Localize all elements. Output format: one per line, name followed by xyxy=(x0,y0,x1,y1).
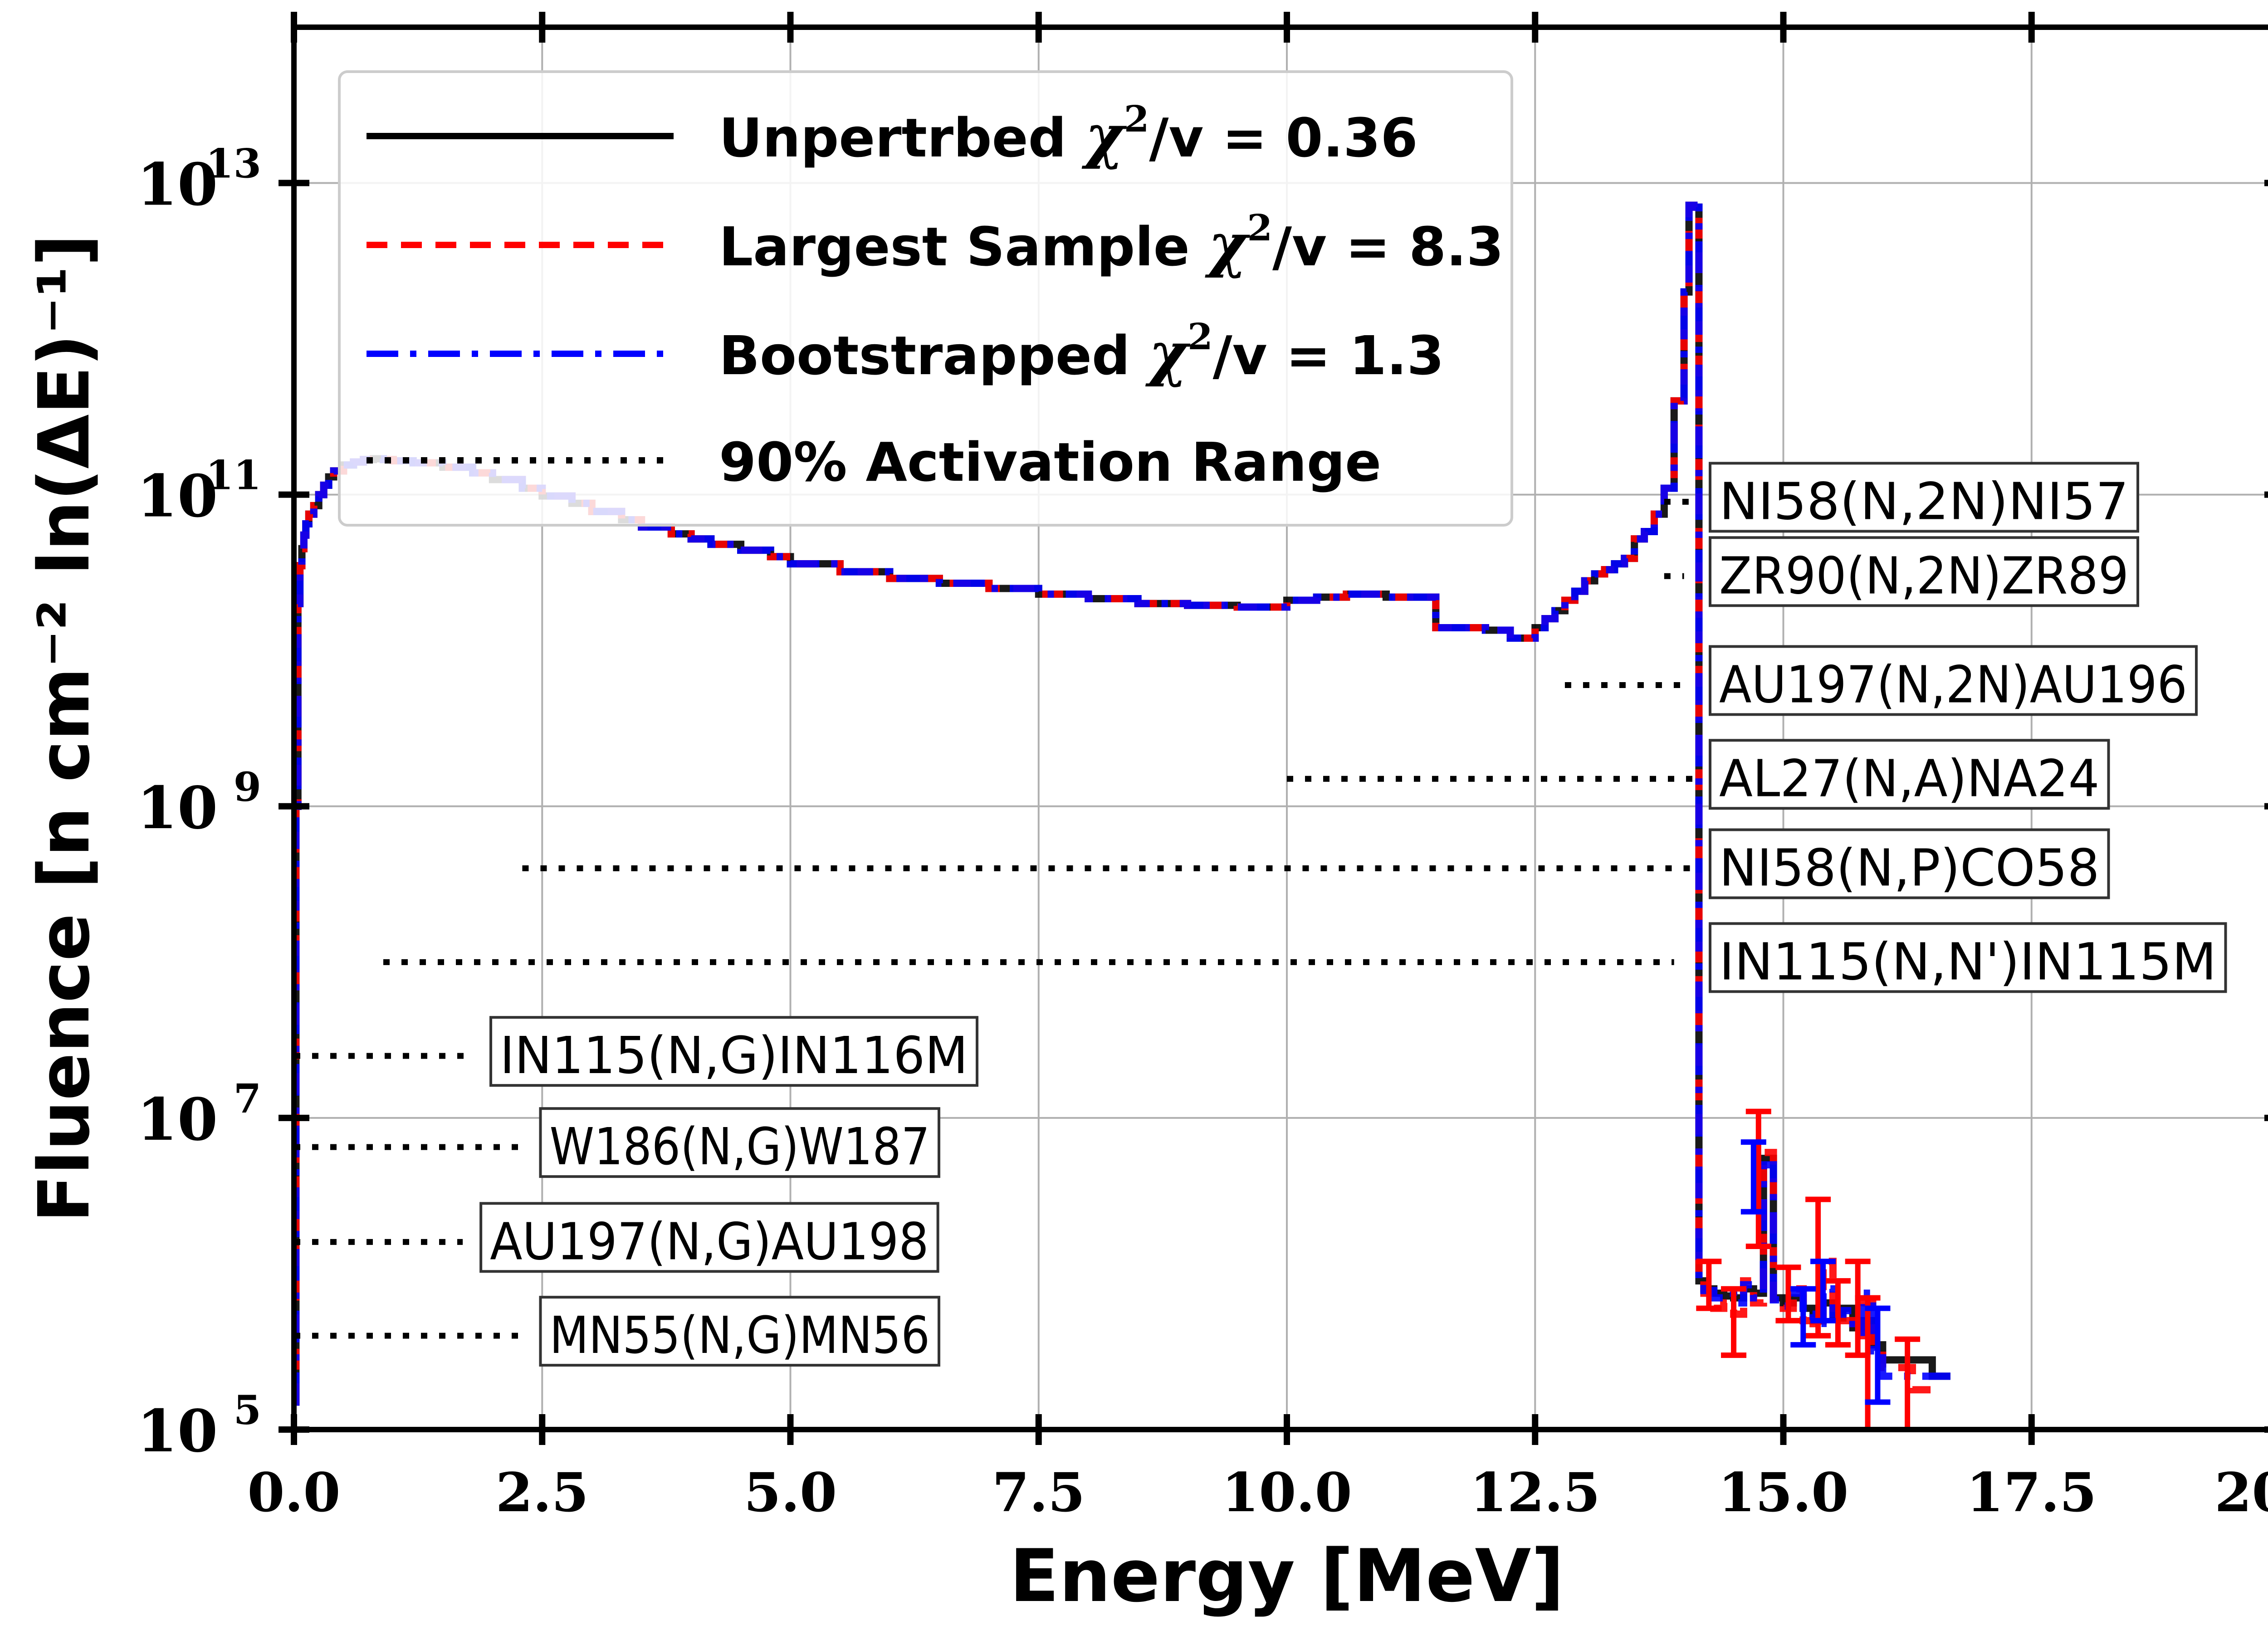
error-bar xyxy=(1696,1259,1722,1311)
label-box-frame xyxy=(479,1202,939,1273)
label-box-frame xyxy=(1709,828,2110,899)
activation-label: AU197(N,G)AU198 xyxy=(490,1212,929,1271)
legend: Unpertrbed χ2/v = 0.36 Largest Sample χ2/… xyxy=(338,70,1513,527)
activation-label: AU197(N,2N)AU196 xyxy=(1719,655,2187,714)
legend-label: 90% Activation Range xyxy=(719,431,1381,493)
label-box-frame xyxy=(1709,462,2139,533)
error-bar xyxy=(1865,1305,1891,1405)
label-box-frame xyxy=(1709,645,2198,716)
y-tick-exponent: 9 xyxy=(234,763,261,810)
legend-box xyxy=(338,70,1513,527)
y-tick-label: 10 xyxy=(137,1397,218,1465)
error-bar xyxy=(1740,1139,1766,1215)
error-bar xyxy=(1790,1286,1816,1348)
y-tick-label: 10 xyxy=(137,151,218,219)
error-bar xyxy=(1745,1108,1771,1249)
activation-label: ZR90(N,2N)ZR89 xyxy=(1719,547,2129,605)
activation-label-box: W186(N,G)W187 xyxy=(539,1107,940,1178)
x-tick-label: 5.0 xyxy=(744,1461,837,1524)
y-tick-label: 10 xyxy=(137,463,218,531)
x-tick-label: 0.0 xyxy=(247,1461,340,1524)
activation-label-box: NI58(N,2N)NI57 xyxy=(1709,462,2139,533)
y-tick-exponent: 7 xyxy=(234,1075,261,1122)
activation-ranges: NI58(N,2N)NI57 ZR90(N,2N)ZR89 AU197(N,2N)A… xyxy=(294,462,2227,1367)
x-tick-label: 20.0 xyxy=(2214,1461,2268,1524)
y-tick-exponent: 11 xyxy=(206,452,261,499)
label-box-frame xyxy=(539,1296,940,1367)
activation-label-box: ZR90(N,2N)ZR89 xyxy=(1709,536,2139,607)
error-bar xyxy=(1855,1295,1881,1430)
label-box-frame xyxy=(539,1107,940,1178)
activation-label: W186(N,G)W187 xyxy=(549,1118,930,1176)
activation-label-box: MN55(N,G)MN56 xyxy=(539,1296,940,1367)
y-tick-exponent: 5 xyxy=(234,1386,261,1434)
error-bar xyxy=(1810,1259,1836,1323)
activation-label-box: AL27(N,A)NA24 xyxy=(1709,739,2110,810)
activation-label-box: IN115(N,N')IN115M xyxy=(1709,922,2227,993)
label-box-frame xyxy=(1709,739,2110,810)
label-box-frame xyxy=(1709,536,2139,607)
activation-label-box: NI58(N,P)CO58 xyxy=(1709,828,2110,899)
activation-label: NI58(N,2N)NI57 xyxy=(1719,472,2129,531)
error-bar xyxy=(1775,1264,1801,1323)
y-tick-exponent: 13 xyxy=(206,140,261,187)
activation-label-box: AU197(N,G)AU198 xyxy=(479,1202,939,1273)
label-box-frame xyxy=(489,1016,979,1087)
legend-label: Bootstrapped χ2/v = 1.3 xyxy=(719,315,1444,388)
x-tick-label: 2.5 xyxy=(496,1461,589,1524)
activation-label: IN115(N,N')IN115M xyxy=(1719,932,2217,991)
x-tick-label: 12.5 xyxy=(1470,1461,1600,1524)
x-tick-label: 7.5 xyxy=(992,1461,1085,1524)
plot-frame xyxy=(279,12,2268,1445)
activation-label-box: AU197(N,2N)AU196 xyxy=(1709,645,2198,716)
error-bar xyxy=(1805,1196,1831,1339)
activation-label: MN55(N,G)MN56 xyxy=(549,1306,930,1365)
error-bar xyxy=(1825,1278,1851,1348)
plot-border xyxy=(291,24,2268,1432)
legend-label: Largest Sample χ2/v = 8.3 xyxy=(719,206,1504,279)
x-tick-label: 15.0 xyxy=(1718,1461,1848,1524)
x-tick-label: 17.5 xyxy=(1966,1461,2097,1524)
y-tick-label: 10 xyxy=(137,1086,218,1154)
activation-label: IN115(N,G)IN116M xyxy=(500,1026,968,1085)
y-tick-label: 10 xyxy=(137,774,218,842)
x-axis-label: Energy [MeV] xyxy=(1010,1533,1564,1618)
activation-label: NI58(N,P)CO58 xyxy=(1719,839,2100,898)
activation-label-box: IN115(N,G)IN116M xyxy=(489,1016,979,1087)
y-axis-label: Fluence [n cm⁻² ln(ΔE)⁻¹] xyxy=(23,234,105,1223)
tick-labels: 0.0 2.5 5.0 7.5 10.0 12.5 15.0 17.5 20.0 10 5 10 7 10… xyxy=(137,140,2268,1524)
activation-label: AL27(N,A)NA24 xyxy=(1719,749,2100,808)
label-box-frame xyxy=(1709,922,2227,993)
error-bar xyxy=(1721,1286,1747,1358)
x-tick-label: 10.0 xyxy=(1222,1461,1352,1524)
legend-label: Unpertrbed χ2/v = 0.36 xyxy=(719,98,1418,171)
error-bar xyxy=(1895,1336,1921,1430)
